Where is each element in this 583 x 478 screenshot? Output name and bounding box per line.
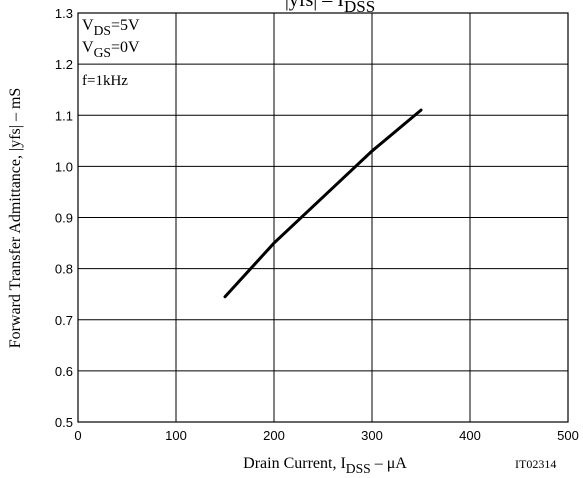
x-tick-label: 100 (165, 428, 187, 443)
text-part: V (82, 17, 94, 34)
subscript: DSS (344, 0, 375, 16)
y-axis-label: Forward Transfer Admittance, |yfs| – mS (7, 88, 24, 349)
subscript: DSS (346, 461, 371, 476)
y-tick-label: 0.5 (55, 415, 73, 430)
subscript: GS (94, 45, 111, 60)
text-part: – μA (371, 455, 408, 472)
y-tick-label: 1.1 (55, 108, 73, 123)
y-tick-label: 0.6 (55, 364, 73, 379)
annotation: VDS=5V (82, 17, 140, 38)
y-tick-label: 0.8 (55, 262, 73, 277)
chart-title: |yfs| – IDSS (285, 0, 375, 16)
x-tick-label: 200 (263, 428, 285, 443)
data-line (223, 108, 423, 299)
y-tick-label: 1.3 (55, 6, 73, 21)
y-tick-label: 1.2 (55, 57, 73, 72)
text-part: =5V (111, 17, 140, 34)
text-part: f=1kHz (82, 73, 128, 89)
figure-code: IT02314 (515, 457, 556, 471)
x-tick-label: 400 (459, 428, 481, 443)
text-part: =0V (111, 39, 140, 56)
text-part: V (82, 39, 94, 56)
annotation: VGS=0V (82, 39, 140, 60)
x-tick-label: 300 (361, 428, 383, 443)
y-tick-label: 1.0 (55, 159, 73, 174)
text-part: Drain Current, I (243, 455, 346, 472)
y-tick-label: 0.7 (55, 313, 73, 328)
subscript: DS (94, 23, 111, 38)
x-tick-label: 0 (74, 428, 81, 443)
text-part: |yfs| – I (285, 0, 344, 11)
x-tick-label: 500 (557, 428, 579, 443)
annotation: f=1kHz (82, 73, 128, 89)
plot-frame (77, 12, 569, 423)
x-axis-label: Drain Current, IDSS – μA (243, 455, 407, 476)
y-tick-label: 0.9 (55, 211, 73, 226)
